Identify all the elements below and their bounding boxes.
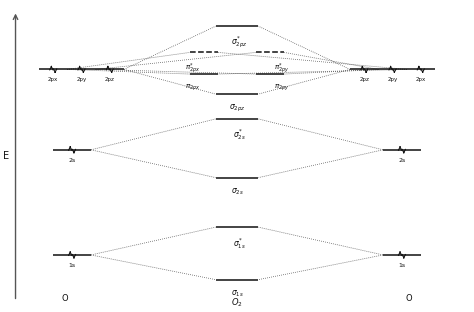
Text: $\sigma_{2s}$: $\sigma_{2s}$: [230, 186, 244, 197]
Text: $\pi_{2py}$: $\pi_{2py}$: [274, 83, 290, 93]
Text: $\sigma_{2s}^{*}$: $\sigma_{2s}^{*}$: [233, 128, 246, 143]
Text: 1s: 1s: [69, 263, 76, 268]
Text: O: O: [62, 294, 68, 303]
Text: $O_2$: $O_2$: [231, 297, 243, 309]
Text: $\pi_{2py}^{*}$: $\pi_{2py}^{*}$: [274, 61, 290, 76]
Text: 2py: 2py: [76, 77, 87, 82]
Text: 2px: 2px: [416, 77, 426, 82]
Text: $\sigma_{1s}$: $\sigma_{1s}$: [230, 288, 244, 299]
Text: 2pz: 2pz: [359, 77, 369, 82]
Text: $\pi_{2px}^{*}$: $\pi_{2px}^{*}$: [184, 61, 200, 76]
Text: $\sigma_{2pz}$: $\sigma_{2pz}$: [229, 103, 245, 114]
Text: $\sigma_{1s}^{*}$: $\sigma_{1s}^{*}$: [233, 236, 246, 251]
Text: E: E: [3, 151, 9, 161]
Text: $\sigma_{2pz}^{*}$: $\sigma_{2pz}^{*}$: [231, 35, 247, 50]
Text: 2px: 2px: [48, 77, 58, 82]
Text: 2py: 2py: [387, 77, 398, 82]
Text: $\pi_{2px}$: $\pi_{2px}$: [184, 83, 200, 93]
Text: 2s: 2s: [68, 158, 76, 163]
Text: 2s: 2s: [398, 158, 406, 163]
Text: 1s: 1s: [398, 263, 405, 268]
Text: 2pz: 2pz: [105, 77, 115, 82]
Text: O: O: [406, 294, 412, 303]
